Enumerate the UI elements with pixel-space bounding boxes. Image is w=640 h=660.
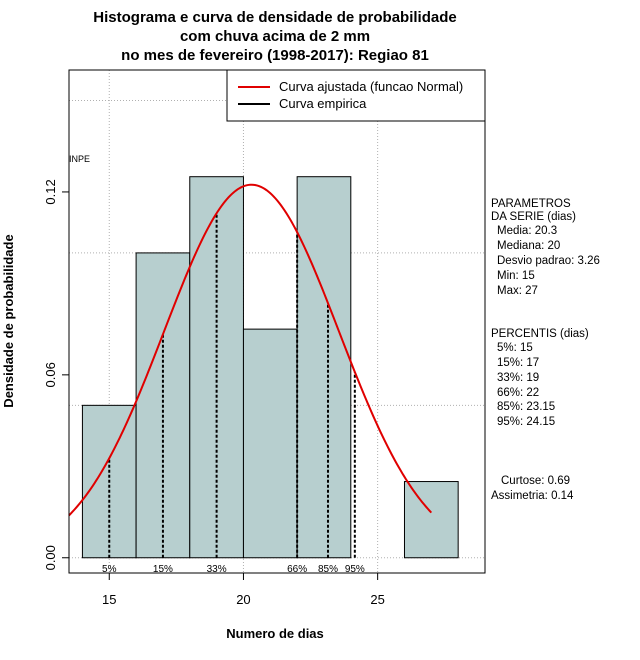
inpe-annotation: INPE — [69, 154, 90, 164]
param-max: Max: 27 — [497, 285, 538, 297]
histogram-bar-4 — [296, 176, 352, 559]
param-mediana: Mediana: 20 — [497, 240, 560, 252]
param-min: Min: 15 — [497, 270, 535, 282]
percentile-lines: 5% 15% 33% 66% 85% 95% — [102, 213, 365, 575]
percentile-label-2: 33% — [207, 564, 227, 575]
title-line-1: Histograma e curva de densidade de proba… — [93, 9, 456, 26]
percentile-label-5: 95% — [345, 564, 365, 575]
legend-box — [226, 69, 486, 122]
y-axis-label: Densidade de probabilidade — [1, 234, 16, 407]
x-tick-label-1: 20 — [236, 592, 250, 607]
legend: Curva ajustada (funcao Normal) Curva emp… — [226, 69, 486, 122]
percentil-66: 66%: 22 — [497, 387, 539, 399]
param-heading-1: PARAMETROS — [491, 198, 571, 210]
chart-title: Histograma e curva de densidade de proba… — [93, 9, 456, 64]
normal-fit-curve — [68, 183, 433, 517]
histogram-bar-6 — [403, 481, 459, 559]
percentil-33: 33%: 19 — [497, 372, 539, 384]
percentis-heading: PERCENTIS (dias) — [491, 328, 589, 340]
x-axis-label: Numero de dias — [226, 626, 324, 641]
stat-assimetria: Assimetria: 0.14 — [491, 490, 574, 502]
percentil-85: 85%: 23.15 — [497, 401, 555, 413]
x-tick-label-0: 15 — [102, 592, 116, 607]
stat-curtose: Curtose: 0.69 — [501, 475, 570, 487]
percentile-label-4: 85% — [318, 564, 338, 575]
legend-label-fit: Curva ajustada (funcao Normal) — [279, 79, 463, 94]
histogram-bars — [81, 176, 459, 559]
param-heading-2: DA SERIE (dias) — [491, 211, 576, 223]
title-line-2: com chuva acima de 2 mm — [180, 28, 370, 45]
x-axis: 15 20 25 — [102, 572, 385, 607]
side-panel: PARAMETROS DA SERIE (dias) Media: 20.3 M… — [491, 198, 600, 502]
percentil-95: 95%: 24.15 — [497, 416, 555, 428]
y-axis: 0.00 0.06 0.12 — [43, 179, 69, 570]
percentil-5: 5%: 15 — [497, 342, 533, 354]
x-tick-label-2: 25 — [370, 592, 384, 607]
percentile-label-3: 66% — [287, 564, 307, 575]
legend-label-empirical: Curva empirica — [279, 96, 367, 111]
y-tick-label-1: 0.06 — [43, 362, 58, 387]
percentil-15: 15%: 17 — [497, 357, 539, 369]
percentile-label-1: 15% — [153, 564, 173, 575]
title-line-3: no mes de fevereiro (1998-2017): Regiao … — [121, 47, 429, 64]
y-tick-label-2: 0.12 — [43, 179, 58, 204]
percentile-label-0: 5% — [102, 564, 117, 575]
y-tick-label-0: 0.00 — [43, 545, 58, 570]
param-media: Media: 20.3 — [497, 225, 557, 237]
histogram-bar-3 — [242, 328, 298, 559]
param-desvio: Desvio padrao: 3.26 — [497, 255, 600, 267]
